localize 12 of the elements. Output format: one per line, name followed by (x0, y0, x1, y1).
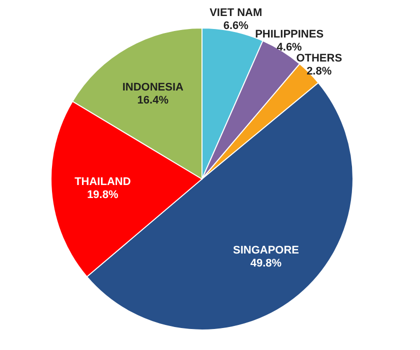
data-label: 16.4% (137, 94, 169, 106)
data-label: 2.8% (306, 65, 332, 78)
slice-label: VIET NAM (210, 6, 262, 19)
slice-label: INDONESIA (122, 81, 184, 94)
data-label: 4.6% (276, 41, 302, 54)
slice-label: PHILIPPINES (255, 28, 324, 40)
data-label: 6.6% (223, 20, 249, 32)
slice-label: THAILAND (74, 176, 131, 188)
data-label: 49.8% (250, 257, 282, 270)
slice-label: OTHERS (296, 52, 342, 64)
slice-label: SINGAPORE (233, 244, 300, 256)
data-label: 19.8% (87, 189, 118, 202)
